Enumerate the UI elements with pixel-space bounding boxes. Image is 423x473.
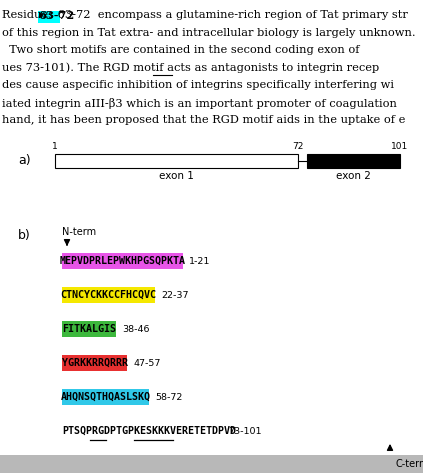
Bar: [62, 253, 183, 269]
Bar: [307, 154, 400, 168]
Bar: [0, 455, 423, 473]
Text: ues 73-101). The RGD motif acts as antagonists to integrin recep: ues 73-101). The RGD motif acts as antag…: [2, 62, 379, 73]
Bar: [62, 287, 155, 303]
Text: 101: 101: [391, 142, 409, 151]
Text: exon 2: exon 2: [336, 171, 371, 181]
Text: b): b): [18, 228, 31, 242]
Text: YGRKKRRQRRR: YGRKKRRQRRR: [61, 358, 127, 368]
Text: 47-57: 47-57: [133, 359, 160, 368]
Text: 63-72: 63-72: [38, 10, 74, 21]
Text: hand, it has been proposed that the RGD motif aids in the uptake of e: hand, it has been proposed that the RGD …: [2, 115, 405, 125]
Text: C-term: C-term: [395, 459, 423, 469]
Text: Residues 63-72  encompass a glutamine-rich region of Tat primary str: Residues 63-72 encompass a glutamine-ric…: [2, 10, 408, 20]
Bar: [62, 389, 149, 405]
Bar: [62, 321, 116, 337]
Text: N-term: N-term: [62, 227, 96, 237]
Text: exon 1: exon 1: [159, 171, 194, 181]
Bar: [55, 154, 298, 168]
Text: 58-72: 58-72: [155, 393, 183, 402]
Text: AHQNSQTHQASLSKQ: AHQNSQTHQASLSKQ: [60, 392, 151, 402]
Text: 72: 72: [293, 142, 304, 151]
Text: 38-46: 38-46: [122, 324, 149, 333]
Text: of this region in Tat extra- and intracellular biology is largely unknown.: of this region in Tat extra- and intrace…: [2, 27, 416, 37]
Text: iated integrin aIII-β3 which is an important promoter of coagulation: iated integrin aIII-β3 which is an impor…: [2, 97, 397, 108]
Text: MEPVDPRLEPWKHPGSQPKTA: MEPVDPRLEPWKHPGSQPKTA: [59, 256, 185, 266]
Text: 1: 1: [52, 142, 58, 151]
Text: 22-37: 22-37: [161, 290, 188, 299]
Text: des cause aspecific inhibition of integrins specifically interfering wi: des cause aspecific inhibition of integr…: [2, 80, 394, 90]
Text: 1-21: 1-21: [189, 256, 210, 265]
Text: FITKALGIS: FITKALGIS: [62, 324, 116, 334]
Bar: [62, 355, 127, 371]
Text: 73-101: 73-101: [228, 427, 261, 436]
Text: PTSQPRGDPTGPKESKKKVERETETDPVD: PTSQPRGDPTGPKESKKKVERETETDPVD: [62, 426, 236, 436]
Text: Two short motifs are contained in the second coding exon of: Two short motifs are contained in the se…: [2, 45, 360, 55]
FancyBboxPatch shape: [38, 11, 60, 23]
Text: a): a): [18, 154, 30, 166]
Text: CTNCYCKKCCFHCQVC: CTNCYCKKCCFHCQVC: [60, 290, 157, 300]
